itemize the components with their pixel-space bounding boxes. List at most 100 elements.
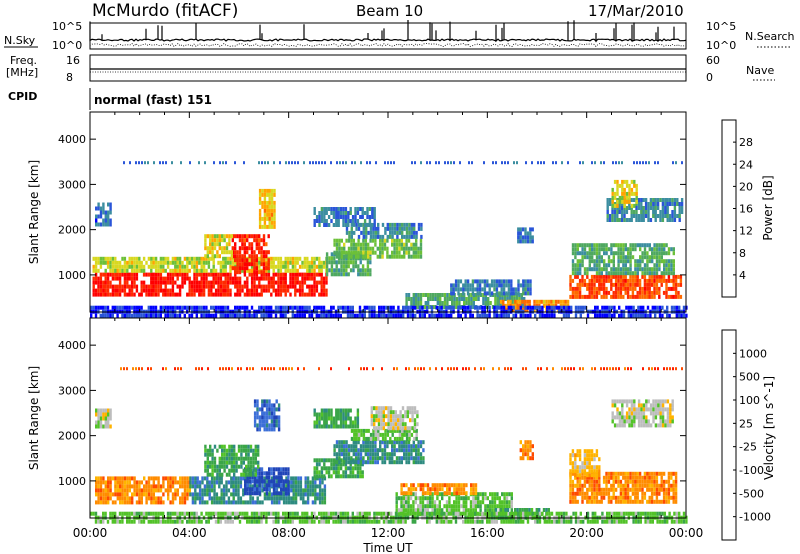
- velocity-cell: [162, 500, 165, 505]
- velocity-cell: [145, 500, 148, 505]
- power-cell: [478, 279, 482, 284]
- velocity-cell: [345, 456, 348, 461]
- power-cell: [630, 179, 634, 184]
- velocity-cell: [280, 496, 283, 501]
- power-cell: [267, 276, 271, 281]
- power-cell: [282, 272, 285, 277]
- velocity-cell: [257, 460, 260, 465]
- power-cell: [202, 288, 206, 293]
- power-range-line-cell: [297, 161, 299, 165]
- power-cell: [459, 313, 462, 318]
- power-range-line-cell: [291, 161, 293, 165]
- velocity-cell: [230, 484, 233, 489]
- velocity-cell: [275, 415, 278, 420]
- power-cell: [261, 216, 264, 221]
- power-cell: [574, 294, 577, 299]
- power-cell: [581, 251, 584, 256]
- velocity-cell: [374, 432, 378, 437]
- velocity-cell: [374, 428, 378, 433]
- power-cell: [258, 216, 262, 221]
- velocity-cell: [135, 500, 139, 505]
- velocity-cell: [225, 448, 229, 453]
- power-cell: [600, 267, 603, 272]
- power-range-line-cell: [555, 161, 557, 165]
- power-cell: [176, 272, 179, 277]
- velocity-cell: [263, 487, 266, 492]
- power-cell: [162, 260, 165, 265]
- velocity-cell: [294, 500, 298, 505]
- power-cell: [294, 268, 297, 273]
- velocity-cell: [167, 488, 170, 493]
- power-cell: [351, 305, 354, 310]
- power-cell: [368, 305, 371, 310]
- power-cell: [104, 268, 107, 273]
- power-cell: [627, 251, 630, 256]
- power-cell: [368, 219, 372, 223]
- power-cell: [565, 305, 568, 310]
- velocity-cell: [218, 444, 221, 449]
- power-cell: [622, 243, 625, 248]
- power-cell: [200, 313, 203, 318]
- velocity-cell: [268, 411, 271, 416]
- velocity-cell: [292, 488, 295, 493]
- velocity-cell: [237, 464, 241, 469]
- power-cell: [340, 260, 343, 265]
- power-cell: [198, 268, 201, 273]
- velocity-cell: [367, 440, 370, 445]
- velocity-cell: [327, 424, 331, 429]
- velocity-cell: [469, 508, 473, 513]
- power-cell: [472, 297, 475, 301]
- power-cell: [623, 206, 626, 210]
- velocity-cell: [294, 492, 298, 497]
- power-cell: [576, 290, 579, 295]
- power-cell: [123, 268, 127, 273]
- power-cell: [347, 223, 350, 227]
- velocity-cell: [415, 428, 418, 433]
- power-cell: [524, 305, 527, 310]
- power-cell: [186, 264, 189, 269]
- velocity-cell: [394, 426, 397, 431]
- power-cell: [315, 256, 319, 261]
- power-cell: [286, 268, 290, 273]
- power-range-line-cell: [384, 161, 386, 165]
- power-cell: [335, 272, 338, 277]
- power-cell: [318, 256, 321, 261]
- velocity-cell: [405, 460, 408, 465]
- velocity-cell: [354, 474, 357, 479]
- velocity-cell: [268, 407, 271, 412]
- power-cell: [225, 246, 229, 251]
- power-cell: [637, 218, 641, 222]
- power-cell: [362, 242, 365, 247]
- power-cell: [174, 260, 177, 265]
- velocity-cell: [343, 460, 346, 465]
- power-cell: [266, 224, 269, 229]
- power-cell: [499, 299, 503, 304]
- power-cell: [649, 202, 653, 206]
- power-cell: [644, 198, 648, 202]
- power-cell: [628, 206, 631, 210]
- velocity-cell: [270, 403, 274, 408]
- power-cell: [315, 219, 319, 223]
- power-cell: [241, 242, 244, 247]
- power-cell: [398, 250, 401, 255]
- power-range-line-cell: [672, 161, 674, 165]
- power-cell: [600, 294, 603, 299]
- velocity-cell: [339, 416, 343, 421]
- velocity-cell: [415, 436, 418, 441]
- power-cell: [318, 215, 321, 219]
- power-cell: [162, 264, 165, 269]
- velocity-cell: [318, 462, 321, 467]
- power-cell: [248, 262, 251, 267]
- power-cell: [617, 247, 620, 252]
- power-cell: [348, 230, 351, 235]
- power-cell: [640, 202, 643, 206]
- power-cell: [617, 271, 620, 276]
- power-cell: [193, 256, 196, 261]
- velocity-cell: [406, 426, 409, 431]
- power-cell: [349, 211, 352, 215]
- power-cell: [224, 256, 227, 261]
- power-cell: [512, 305, 515, 310]
- power-cell: [205, 305, 208, 310]
- power-cell: [234, 266, 237, 271]
